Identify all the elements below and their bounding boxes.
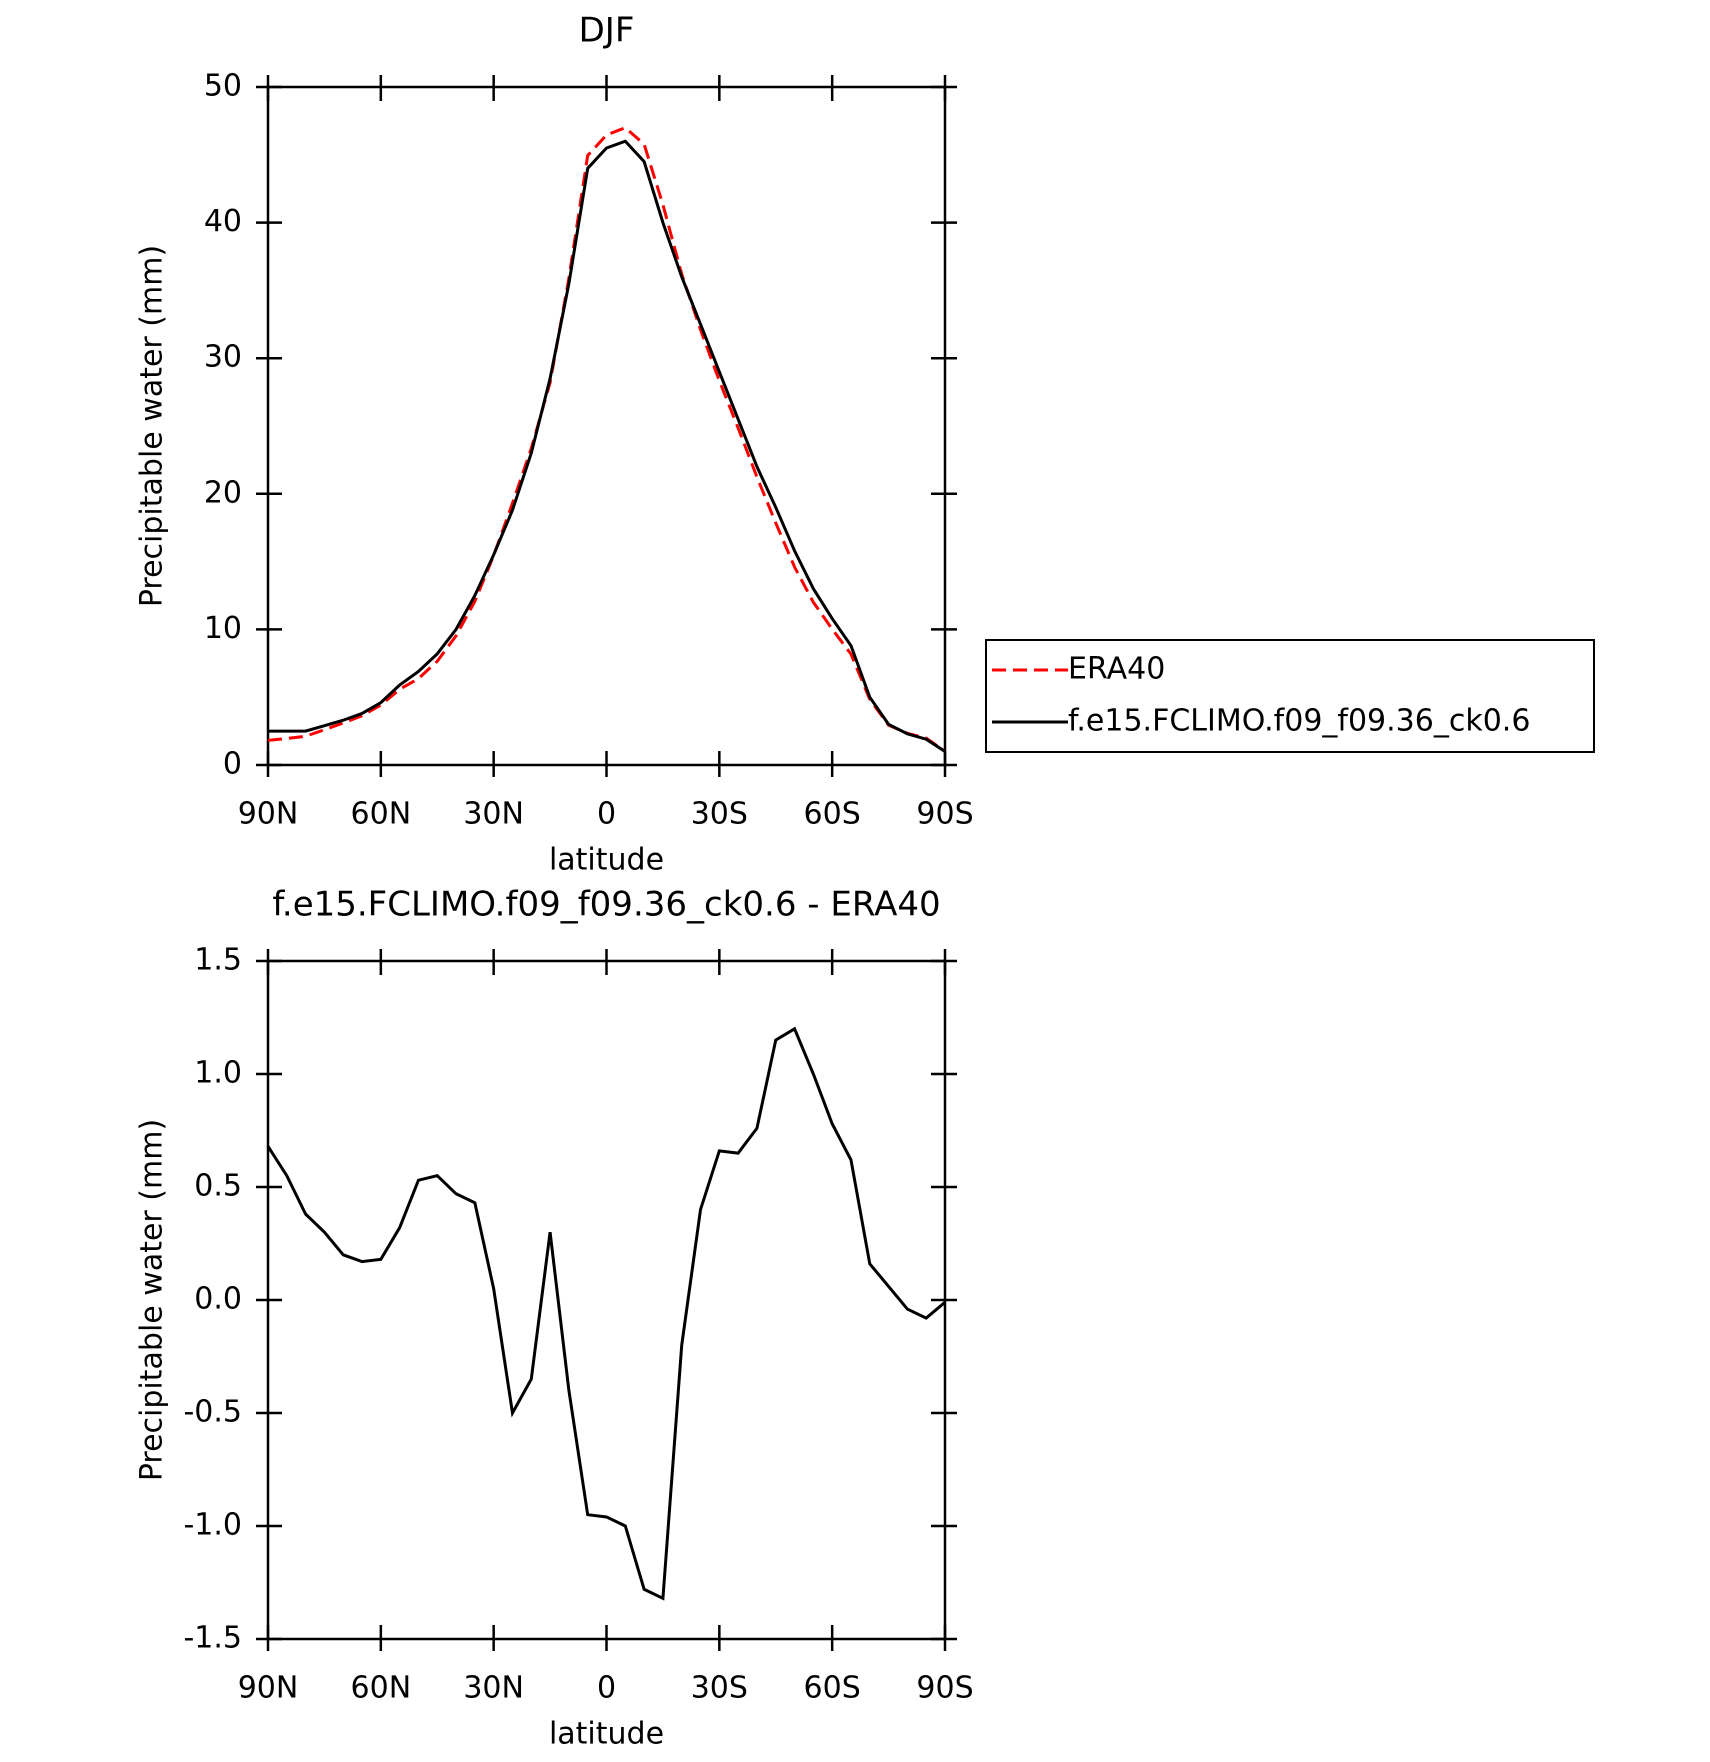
x-tick-label: 90S [916,797,973,832]
y-axis-label: Precipitable water (mm) [135,245,170,607]
x-tick-label: 30S [691,1671,748,1706]
y-tick-label: 20 [204,475,242,510]
x-tick-label: 60N [351,797,412,832]
legend-label: f.e15.FCLIMO.f09_f09.36_ck0.6 [1068,704,1530,739]
x-tick-label: 90N [238,1671,299,1706]
x-tick-label: 90N [238,797,299,832]
y-tick-label: -1.0 [183,1508,242,1543]
x-tick-label: 60N [351,1671,412,1706]
legend-box [985,639,1595,753]
x-tick-label: 30N [463,797,524,832]
y-tick-label: 0 [223,747,242,782]
y-tick-label: 40 [204,204,242,239]
y-tick-label: -1.5 [183,1621,242,1656]
x-tick-label: 60S [804,797,861,832]
data-line [268,139,946,753]
chart-title: DJF [579,11,635,51]
y-tick-label: 30 [204,340,242,375]
x-axis-label: latitude [549,1717,664,1752]
x-tick-label: 90S [916,1671,973,1706]
x-tick-label: 30N [463,1671,524,1706]
x-axis-label: latitude [549,843,664,878]
y-axis-label: Precipitable water (mm) [135,1119,170,1481]
y-tick-label: 1.5 [194,943,242,978]
y-tick-label: 1.0 [194,1056,242,1091]
plot-frame [266,959,947,1641]
x-tick-label: 60S [804,1671,861,1706]
legend-label: ERA40 [1068,652,1165,687]
x-tick-label: 30S [691,797,748,832]
data-line [266,1026,946,1601]
y-tick-label: 0.0 [194,1282,242,1317]
y-tick-label: 10 [204,611,242,646]
x-tick-label: 0 [597,797,616,832]
y-tick-label: 0.5 [194,1169,242,1204]
chart-title: f.e15.FCLIMO.f09_f09.36_ck0.6 - ERA40 [272,885,940,925]
y-tick-label: -0.5 [183,1395,242,1430]
y-tick-label: 50 [204,69,242,104]
data-line [267,125,946,753]
x-tick-label: 0 [597,1671,616,1706]
plot-frame [266,85,947,767]
